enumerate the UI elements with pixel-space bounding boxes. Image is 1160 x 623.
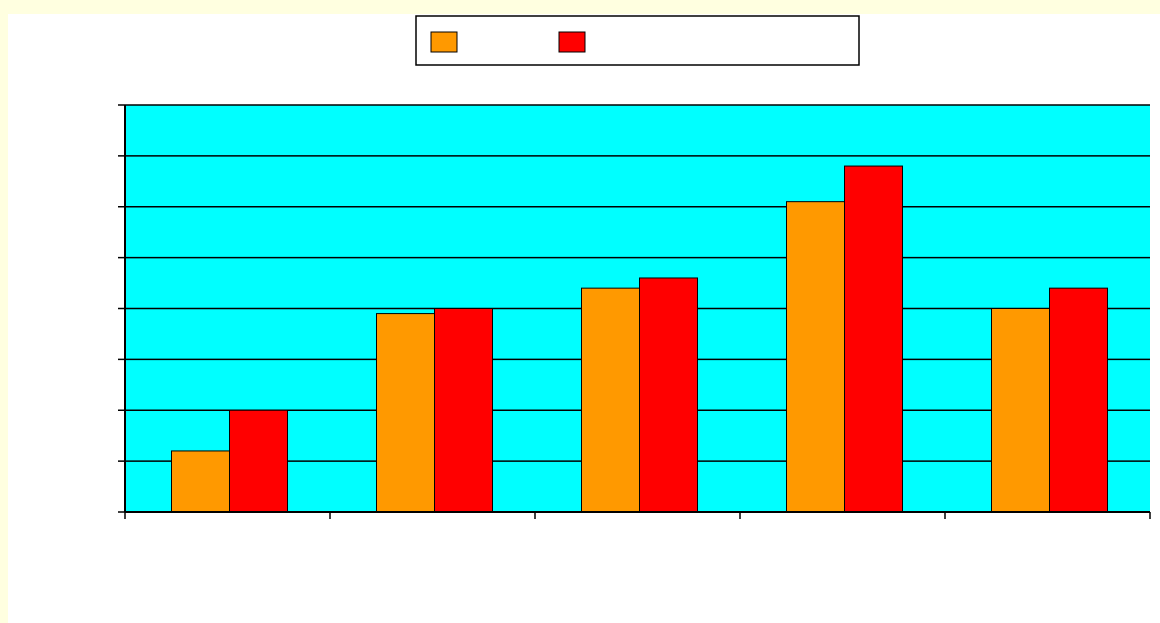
bar-series-2-cat-2: [434, 308, 493, 513]
bar-series-1-cat-4: [786, 201, 845, 513]
legend-box: [415, 15, 860, 66]
bar-series-1-cat-2: [376, 313, 435, 513]
bar-series-1-cat-5: [991, 308, 1050, 513]
legend-swatch-series-2: [558, 31, 586, 53]
bar-series-2-cat-4: [844, 165, 903, 513]
legend: [415, 15, 860, 66]
bar-series-2-cat-3: [639, 277, 698, 513]
bar-series-1-cat-1: [171, 450, 230, 513]
legend-swatch-series-1: [430, 31, 458, 53]
bar-series-2-cat-5: [1049, 287, 1108, 513]
axes: [118, 104, 1151, 519]
bars: [171, 165, 1108, 513]
bar-series-1-cat-3: [581, 287, 640, 513]
bar-series-2-cat-1: [229, 409, 288, 513]
